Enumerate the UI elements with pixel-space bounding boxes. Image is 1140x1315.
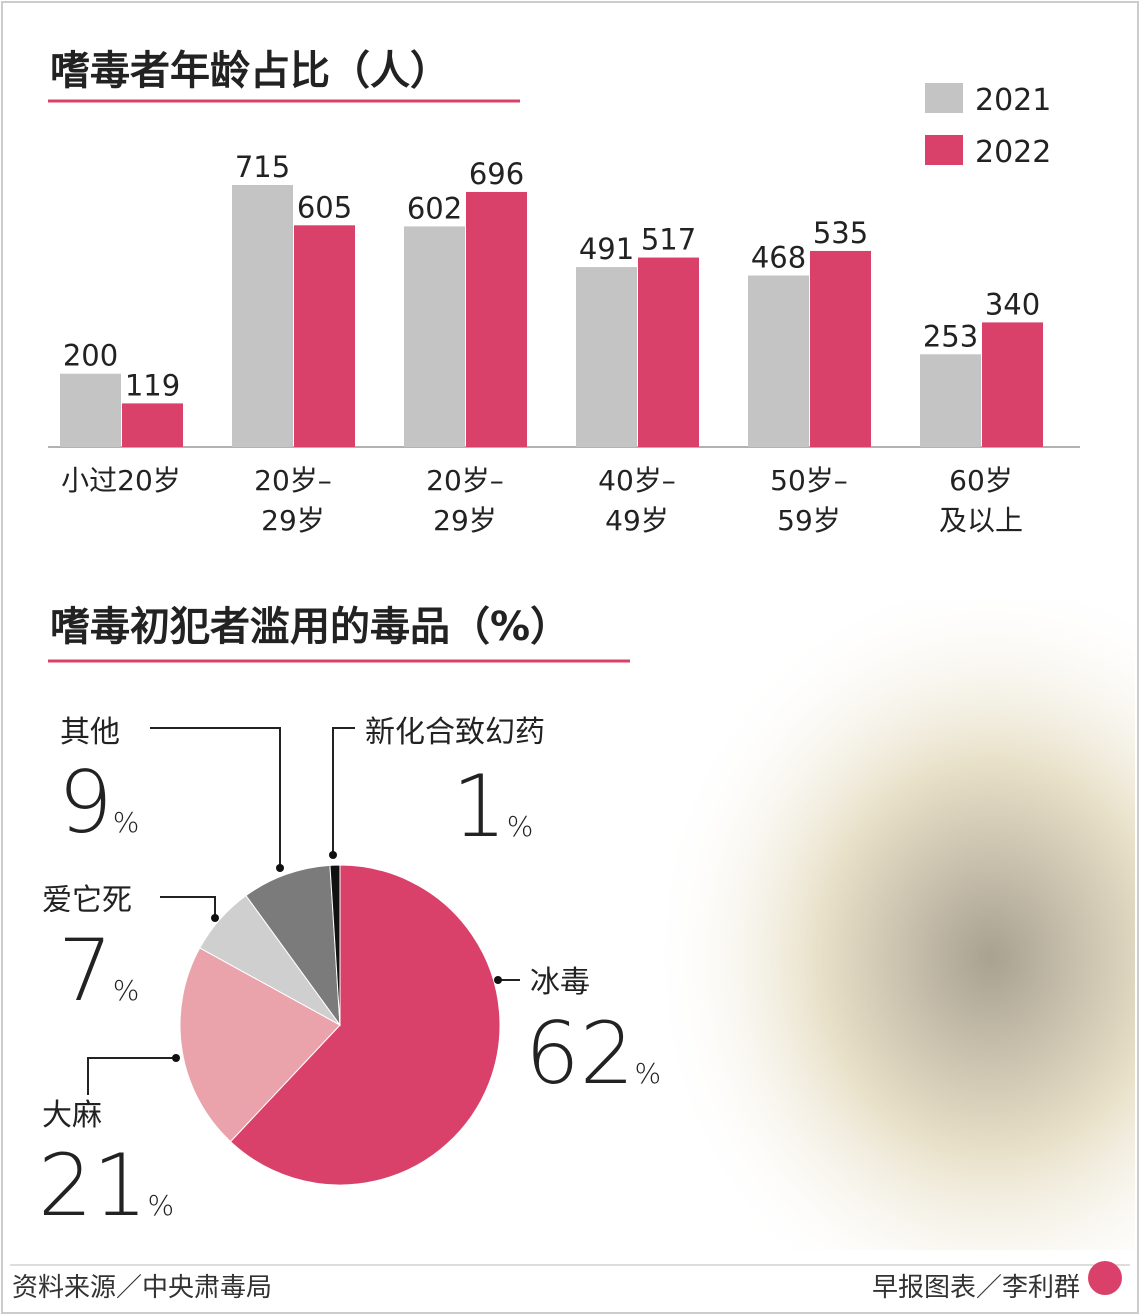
category-label: 60岁: [949, 464, 1013, 497]
slice-value: 7%: [58, 921, 139, 1021]
category-label: 49岁: [605, 504, 669, 537]
value-label: 200: [63, 339, 118, 373]
bar: [920, 354, 981, 447]
photo-backdrop: [560, 600, 1135, 1250]
bar: [294, 225, 355, 447]
pie-slice: [245, 864, 341, 1027]
category-label: 59岁: [777, 504, 841, 537]
bar: [982, 322, 1043, 447]
pie-slice: [229, 864, 501, 1186]
bar: [810, 250, 871, 447]
category-label: 50岁–: [770, 464, 848, 497]
chart-title: 嗜毒初犯者滥用的毒品（%）: [50, 604, 570, 650]
slice-value: 62%: [525, 1004, 661, 1104]
slice-name: 其他: [60, 715, 120, 750]
chart-title: 嗜毒者年龄占比（人）: [50, 48, 450, 94]
logo: [1088, 1261, 1122, 1295]
leader-line: [160, 896, 216, 918]
category-label: 20岁–: [254, 464, 332, 497]
value-label: 517: [641, 223, 696, 257]
leader-dot: [494, 976, 502, 984]
category-label: 小过20岁: [61, 464, 181, 497]
category-label: 20岁–: [426, 464, 504, 497]
slice-value: 21%: [38, 1136, 174, 1236]
slice-name: 大麻: [42, 1098, 102, 1133]
legend-label: 2021: [975, 83, 1051, 118]
bar: [404, 226, 465, 447]
value-label: 253: [923, 319, 978, 353]
slice-value: 9%: [58, 753, 139, 853]
value-label: 696: [469, 157, 524, 191]
pie-slice: [329, 864, 341, 1026]
leader-dot: [172, 1054, 180, 1062]
bar: [638, 257, 699, 447]
category-label: 40岁–: [598, 464, 676, 497]
bar: [466, 191, 527, 447]
bar: [576, 267, 637, 447]
slice-value: 1%: [452, 757, 533, 857]
leader-line: [332, 727, 355, 855]
leader-dot: [211, 914, 219, 922]
legend-swatch: [925, 83, 963, 113]
value-label: 535: [813, 216, 868, 250]
bar: [60, 373, 121, 447]
bar: [748, 275, 809, 447]
value-label: 605: [297, 190, 352, 224]
leader-line: [150, 727, 281, 868]
legend-swatch: [925, 135, 963, 165]
leader-line: [87, 1057, 176, 1095]
value-label: 491: [579, 232, 634, 266]
category-label: 及以上: [939, 504, 1023, 537]
source: 资料来源／中央肃毒局: [12, 1273, 272, 1303]
leader-dot: [276, 864, 284, 872]
legend-label: 2022: [975, 135, 1051, 170]
value-label: 468: [751, 241, 806, 275]
category-label: 29岁: [433, 504, 497, 537]
value-label: 119: [125, 368, 180, 402]
bar: [122, 403, 183, 447]
slice-name: 冰毒: [530, 965, 590, 1000]
bar: [232, 185, 293, 447]
value-label: 715: [235, 150, 290, 184]
slice-name: 爱它死: [42, 883, 132, 918]
pie-slice: [179, 947, 341, 1143]
category-label: 29岁: [261, 504, 325, 537]
slice-name: 新化合致幻药: [365, 715, 545, 750]
leader-dot: [329, 851, 337, 859]
credit: 早报图表／李利群: [872, 1273, 1080, 1303]
value-label: 602: [407, 191, 462, 225]
value-label: 340: [985, 287, 1040, 321]
